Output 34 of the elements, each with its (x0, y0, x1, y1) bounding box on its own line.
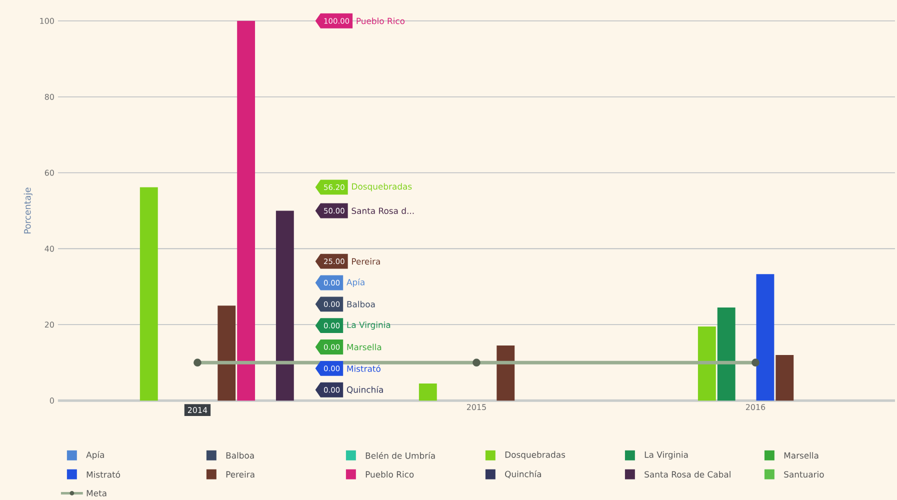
legend-label: Mistrató (86, 470, 120, 478)
legend-label: Pueblo Rico (366, 470, 414, 478)
y-axis-title: Porcentaje (24, 188, 32, 234)
annotation: Pueblo Rico (356, 18, 405, 24)
annotation: Santa Rosa d... (352, 207, 414, 214)
annotation: Pereira (352, 258, 380, 264)
bar (237, 20, 256, 400)
annotation: Quinchía (346, 386, 383, 394)
annotation: Balboa (347, 300, 375, 308)
legend-label: Quinchía (505, 470, 542, 478)
legend-label: Balboa (226, 452, 254, 459)
annotation: Apía (346, 278, 364, 287)
bar (418, 383, 437, 400)
annotation: Marsella (347, 344, 382, 350)
annotation: Mistrató (347, 364, 380, 372)
legend-label: Dosquebradas (505, 451, 566, 460)
bar (140, 187, 158, 400)
bar (756, 274, 774, 400)
annotation: Dosquebradas (352, 183, 412, 192)
bar (698, 326, 716, 400)
legend-label: Pereira (226, 470, 254, 478)
legend-label: Santuario (784, 470, 824, 478)
legend-label: Belén de Umbría (366, 452, 435, 459)
legend-label: Meta (86, 490, 106, 496)
legend-label: Santa Rosa de Cabal (644, 470, 730, 478)
bar (776, 354, 794, 400)
bar (717, 307, 736, 400)
legend-label: Apía (86, 451, 104, 460)
legend-label: La Virginia (644, 451, 688, 460)
bar (218, 306, 236, 400)
bar (276, 210, 294, 400)
bar (496, 345, 515, 400)
legend-label: Marsella (784, 452, 818, 459)
annotation: La Virginia (347, 321, 390, 330)
